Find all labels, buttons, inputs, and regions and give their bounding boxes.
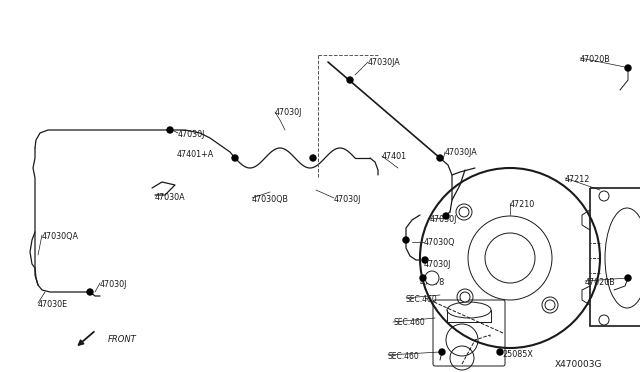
Text: 47030J: 47030J <box>178 130 205 139</box>
Text: 47030JA: 47030JA <box>368 58 401 67</box>
Circle shape <box>625 65 631 71</box>
Circle shape <box>403 237 409 243</box>
Text: 47030J: 47030J <box>100 280 127 289</box>
Text: 47030E: 47030E <box>38 300 68 309</box>
Circle shape <box>310 155 316 161</box>
Circle shape <box>625 275 631 281</box>
Text: 47030J: 47030J <box>334 195 362 204</box>
Text: 47401+A: 47401+A <box>177 150 214 159</box>
Text: 47030JA: 47030JA <box>445 148 477 157</box>
Circle shape <box>420 275 426 281</box>
Text: 47478: 47478 <box>420 278 445 287</box>
Text: 47030QB: 47030QB <box>252 195 289 204</box>
Circle shape <box>460 292 470 302</box>
Text: 25085X: 25085X <box>502 350 533 359</box>
Text: 47030Q: 47030Q <box>424 238 456 247</box>
Circle shape <box>422 257 428 263</box>
Text: 47020B: 47020B <box>585 278 616 287</box>
Text: 47030J: 47030J <box>424 260 451 269</box>
Circle shape <box>497 349 503 355</box>
Circle shape <box>439 349 445 355</box>
Text: 47030QA: 47030QA <box>42 232 79 241</box>
Circle shape <box>459 207 469 217</box>
Circle shape <box>443 213 449 219</box>
Text: 47401: 47401 <box>382 152 407 161</box>
Text: SEC.460: SEC.460 <box>406 295 438 304</box>
Text: 47212: 47212 <box>565 175 590 184</box>
Text: X470003G: X470003G <box>555 360 602 369</box>
Circle shape <box>167 127 173 133</box>
Circle shape <box>232 155 238 161</box>
Text: 47030J: 47030J <box>275 108 302 117</box>
Circle shape <box>545 300 555 310</box>
Text: 47210: 47210 <box>510 200 535 209</box>
Text: 47030J: 47030J <box>430 215 458 224</box>
Text: SEC.460: SEC.460 <box>393 318 425 327</box>
Text: 47020B: 47020B <box>580 55 611 64</box>
Circle shape <box>347 77 353 83</box>
Bar <box>590 188 640 326</box>
Text: SEC.460: SEC.460 <box>388 352 420 361</box>
Text: FRONT: FRONT <box>108 335 137 344</box>
Circle shape <box>87 289 93 295</box>
Circle shape <box>425 271 439 285</box>
Text: 47030A: 47030A <box>155 193 186 202</box>
Circle shape <box>437 155 443 161</box>
